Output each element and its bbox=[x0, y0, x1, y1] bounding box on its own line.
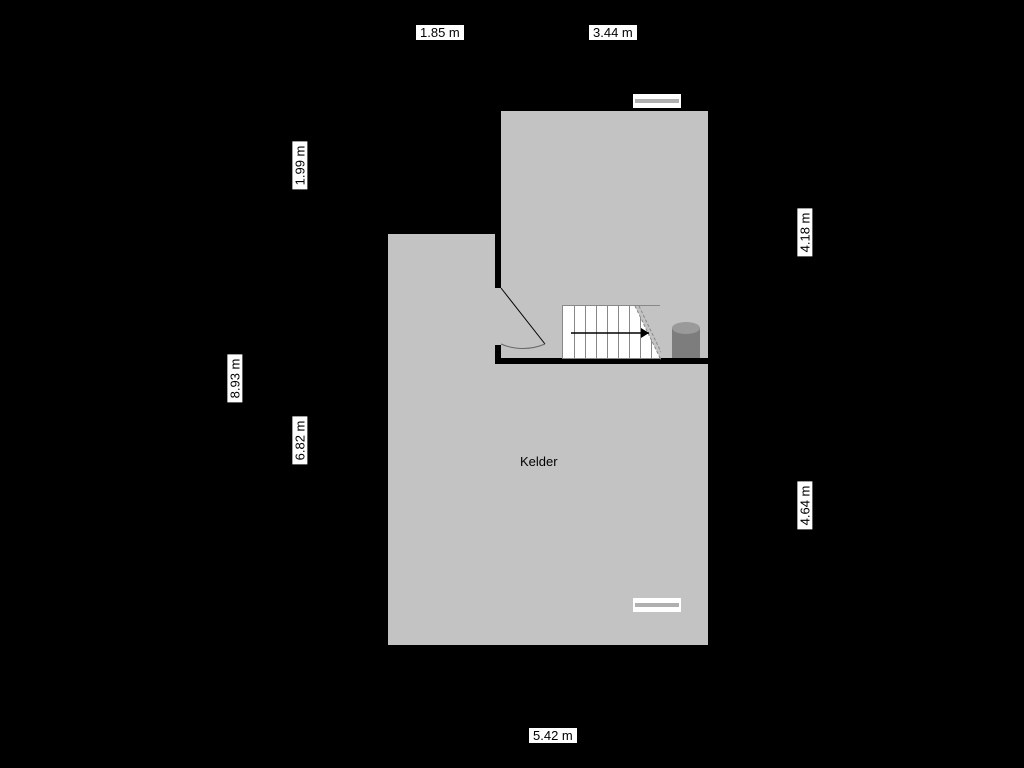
room-fill-upper bbox=[495, 105, 714, 235]
wall-bottom bbox=[382, 645, 714, 651]
door-swing bbox=[495, 286, 559, 350]
dim-right-lower: 4.64 m bbox=[797, 482, 812, 530]
floorplan-canvas: Kelder 1.85 m 3.44 m 5.42 m 1.99 m 6.82 … bbox=[0, 0, 1024, 768]
wall-step-vertical bbox=[495, 105, 501, 233]
window-top bbox=[633, 94, 681, 108]
wall-step-horizontal bbox=[382, 228, 500, 234]
cylinder-object bbox=[672, 322, 700, 358]
wall-inner-vertical-top bbox=[495, 233, 501, 288]
dim-bottom: 5.42 m bbox=[529, 728, 577, 743]
dim-top-right: 3.44 m bbox=[589, 25, 637, 40]
dim-top-left: 1.85 m bbox=[416, 25, 464, 40]
window-bottom-right bbox=[633, 598, 681, 612]
room-label: Kelder bbox=[520, 454, 558, 469]
dim-left-upper: 1.99 m bbox=[292, 142, 307, 190]
stairs bbox=[562, 305, 660, 359]
dim-right-upper: 4.18 m bbox=[797, 209, 812, 257]
wall-right bbox=[708, 105, 714, 651]
wall-left-lower bbox=[382, 228, 388, 651]
dim-left-total: 8.93 m bbox=[227, 355, 242, 403]
dim-left-lower: 6.82 m bbox=[292, 417, 307, 465]
wall-top bbox=[495, 105, 714, 111]
